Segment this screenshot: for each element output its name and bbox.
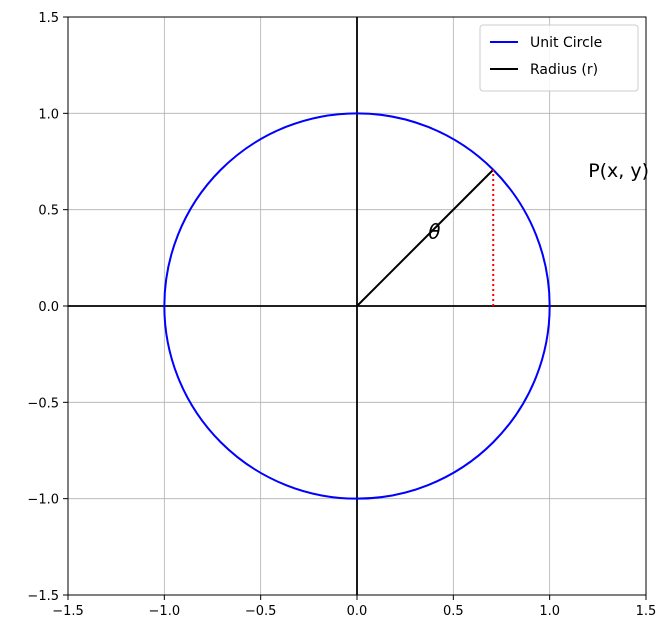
y-tick-label: 1.5 [38,11,59,26]
x-tick-label: −1.5 [52,604,84,619]
y-tick-label: −1.5 [27,589,59,604]
x-tick-label: 0.5 [443,604,464,619]
y-tick-label: 0.5 [38,204,59,219]
plot-area [68,17,646,595]
x-tick-label: −0.5 [245,604,277,619]
y-tick-label: 0.0 [38,300,59,315]
ticks: −1.5 −1.0 −0.5 0.0 0.5 1.0 1.5 −1.5 −1.0 −0.5 0.0 0… [27,11,656,619]
y-tick-label: 1.0 [38,107,59,122]
theta-annotation: θ [428,220,440,244]
legend-label: Radius (r) [530,62,598,78]
y-tick-label: −0.5 [27,396,59,411]
legend-box [479,24,639,92]
y-tick-label: −1.0 [27,493,59,508]
x-tick-label: 1.5 [636,604,657,619]
unit-circle-series [163,112,551,500]
annotations: P(x, y) θ [428,160,649,244]
legend: Unit Circle Radius (r) [479,24,639,92]
x-tick-label: −1.0 [149,604,181,619]
legend-label: Unit Circle [530,35,602,51]
point-annotation: P(x, y) [588,160,649,182]
x-tick-label: 0.0 [347,604,368,619]
x-tick-label: 1.0 [539,604,560,619]
radius-line [356,169,494,307]
